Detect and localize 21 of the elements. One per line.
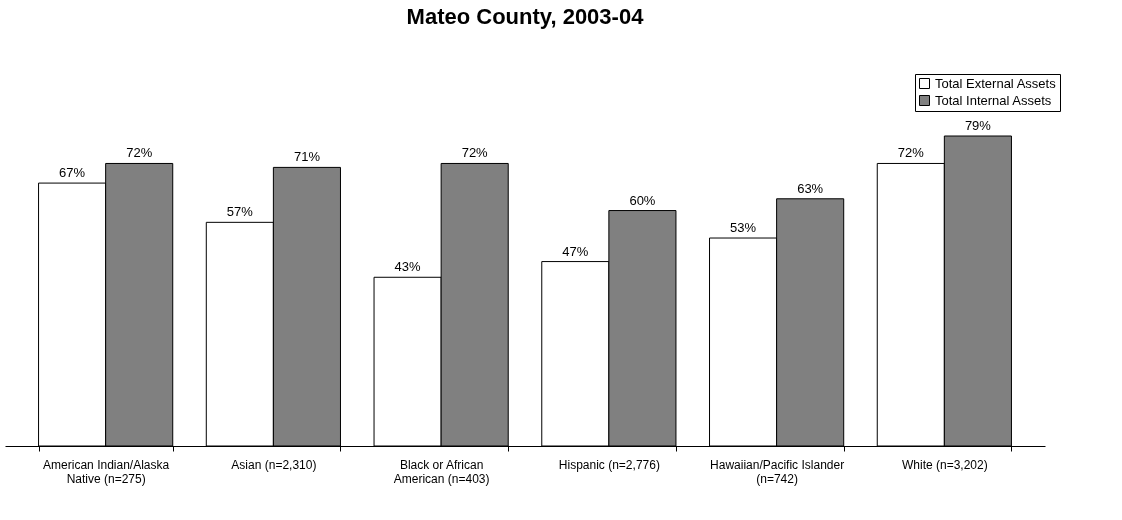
- data-label: 53%: [730, 220, 757, 236]
- data-label: 57%: [226, 204, 254, 220]
- data-label: 67%: [59, 165, 86, 181]
- x-tick-label: Hawaiian/Pacific Islander (n=742): [710, 457, 845, 486]
- data-label: 63%: [797, 180, 824, 196]
- x-tick-label: Black or African American (n=403): [393, 457, 490, 486]
- data-label: 79%: [964, 118, 992, 133]
- x-tick-label: Hispanic (n=2,776): [558, 457, 660, 472]
- data-label: 47%: [562, 243, 589, 259]
- chart-title: Mateo County, 2003-04: [406, 3, 645, 29]
- x-tick-label: Asian (n=2,310): [231, 457, 317, 472]
- data-label: 72%: [461, 145, 489, 161]
- x-tick-label: American Indian/Alaska Native (n=275): [43, 457, 170, 486]
- x-tick-label: White (n=3,202): [902, 457, 988, 472]
- data-label: 60%: [629, 192, 656, 208]
- legend-label: Total External Assets: [935, 75, 1057, 91]
- data-label: 43%: [394, 259, 422, 275]
- data-label: 72%: [897, 145, 925, 161]
- legend-label: Total Internal Assets: [935, 92, 1052, 108]
- data-label: 71%: [293, 149, 321, 165]
- data-label: 72%: [126, 145, 153, 161]
